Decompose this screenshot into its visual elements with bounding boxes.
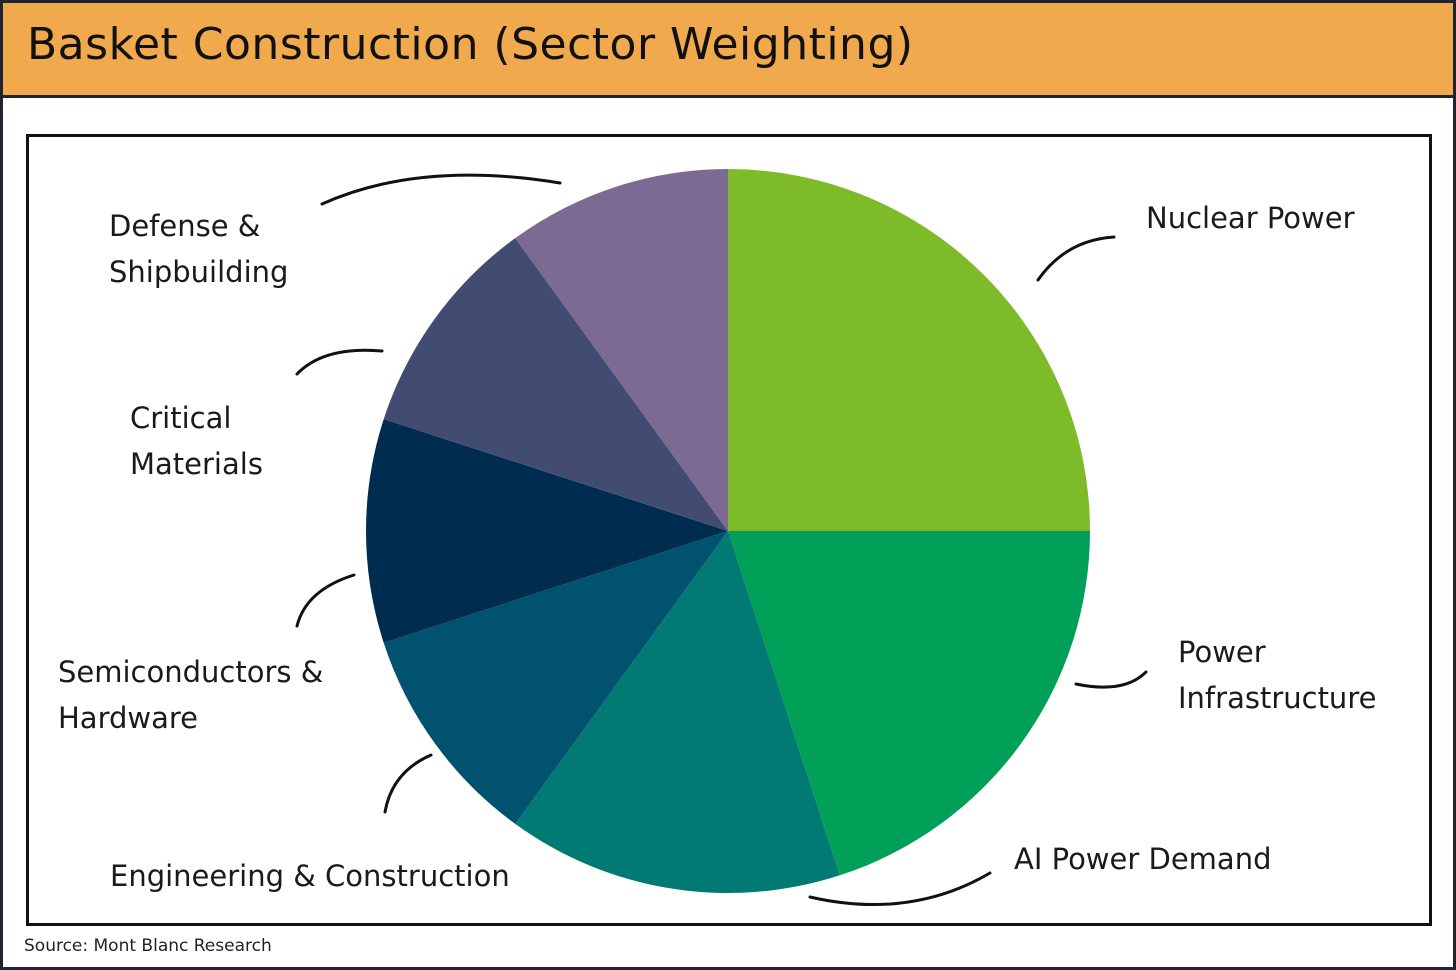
pie-slice-semiconductors-hardware bbox=[366, 419, 728, 643]
pie-slice-critical-materials bbox=[383, 238, 728, 531]
label-semiconductors-hardware-text: Semiconductors & Hardware bbox=[58, 655, 324, 735]
label-engineering-construction: Engineering & Construction bbox=[110, 859, 510, 893]
title-bar: Basket Construction (Sector Weighting) bbox=[3, 3, 1453, 98]
pie-slice-power-infrastructure bbox=[728, 531, 1090, 876]
pie-slice-nuclear-power bbox=[728, 169, 1090, 531]
label-power-infrastructure-text: Power Infrastructure bbox=[1178, 635, 1377, 715]
leader-line-0 bbox=[1036, 235, 1116, 282]
label-nuclear-power: Nuclear Power bbox=[1146, 201, 1355, 235]
page-title: Basket Construction (Sector Weighting) bbox=[27, 19, 914, 70]
leader-line-5 bbox=[295, 348, 384, 376]
label-defense-shipbuilding-text: Defense & Shipbuilding bbox=[109, 209, 289, 289]
leader-line-6 bbox=[320, 173, 562, 206]
pie-slice-defense-shipbuilding bbox=[515, 169, 728, 531]
pie-slice-ai-power-demand bbox=[515, 531, 840, 893]
leader-line-2 bbox=[808, 871, 992, 906]
label-ai-power-demand: AI Power Demand bbox=[1014, 842, 1272, 876]
label-critical-materials: Critical Materials bbox=[130, 395, 300, 487]
label-critical-materials-text: Critical Materials bbox=[130, 401, 263, 481]
label-defense-shipbuilding: Defense & Shipbuilding bbox=[109, 203, 299, 295]
label-semiconductors-hardware: Semiconductors & Hardware bbox=[58, 649, 348, 741]
leader-line-3 bbox=[383, 753, 433, 814]
leader-line-1 bbox=[1074, 670, 1148, 689]
pie-slice-engineering-construction bbox=[383, 531, 728, 824]
source-note: Source: Mont Blanc Research bbox=[24, 936, 272, 956]
label-power-infrastructure: Power Infrastructure bbox=[1178, 629, 1376, 721]
leader-line-4 bbox=[295, 573, 356, 628]
chart-frame bbox=[26, 134, 1432, 926]
